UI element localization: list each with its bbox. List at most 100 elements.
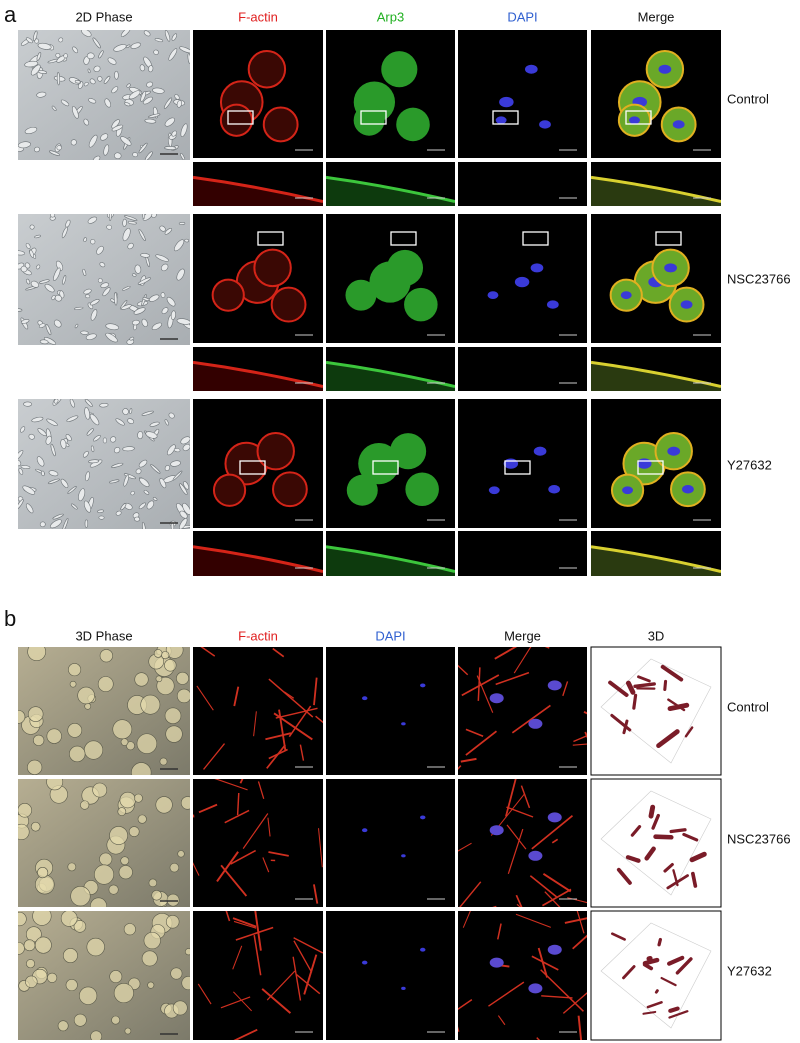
nucleus (548, 485, 561, 494)
cell (166, 296, 176, 307)
cell (109, 970, 123, 983)
cell (153, 649, 163, 658)
column-header: F-actin (238, 9, 278, 24)
fiber (267, 817, 271, 837)
fiber (477, 667, 481, 701)
fiber (266, 970, 296, 1001)
cell (37, 428, 47, 437)
cell (44, 283, 55, 293)
fiber (506, 806, 534, 818)
fiber (637, 675, 651, 683)
fiber (203, 743, 226, 770)
cell (130, 42, 141, 49)
fibers (193, 779, 323, 904)
cell (180, 796, 190, 810)
cell (151, 890, 162, 901)
fiber (299, 744, 305, 761)
fiber (315, 715, 323, 724)
fiber (656, 729, 680, 749)
cell (89, 299, 100, 306)
fiber (507, 828, 524, 874)
nucleus (664, 263, 677, 273)
cell (131, 273, 137, 277)
fluorescence-image (458, 162, 587, 206)
fiber (608, 680, 629, 697)
fiber (542, 872, 572, 893)
cell (124, 215, 138, 221)
cell (120, 503, 127, 511)
nucleus (489, 825, 504, 836)
fiber (497, 923, 502, 940)
3d-render (590, 910, 722, 1041)
cell (33, 30, 38, 42)
fiber (268, 851, 289, 857)
cell (174, 94, 180, 100)
roi-box (227, 110, 254, 125)
nucleus (499, 96, 514, 108)
cells (18, 779, 190, 907)
fluorescence-image (458, 779, 587, 907)
cell (25, 37, 33, 44)
cell (105, 323, 120, 331)
cell (27, 706, 44, 722)
cell (46, 728, 62, 744)
cell (145, 431, 158, 439)
cell (97, 278, 103, 283)
fluorescence-image (326, 911, 455, 1040)
cell (143, 30, 151, 37)
cell (120, 136, 132, 146)
fiber (682, 832, 699, 842)
cell (18, 941, 25, 955)
cell (128, 826, 140, 837)
cell (87, 68, 91, 74)
nucleus (488, 486, 500, 495)
cell (123, 474, 129, 487)
cell (212, 473, 247, 507)
cell (62, 275, 67, 285)
cell (28, 433, 35, 440)
cell (92, 782, 108, 798)
fiber (691, 871, 698, 888)
fluorescence-image (458, 30, 587, 158)
fiber (544, 891, 561, 907)
cell (18, 823, 30, 840)
cell (139, 64, 146, 72)
cell (180, 436, 190, 445)
fiber (254, 911, 262, 951)
fluorescence-image (458, 399, 587, 528)
cell (68, 663, 82, 677)
fiber (232, 991, 253, 1012)
cell (99, 262, 106, 268)
fiber (520, 785, 531, 809)
cell (124, 1027, 132, 1035)
cell (55, 52, 61, 58)
nucleus (489, 957, 504, 968)
render-box (600, 658, 712, 764)
signal (609, 248, 705, 323)
cell (396, 107, 430, 142)
cell (18, 468, 24, 475)
cell (110, 436, 117, 443)
fiber (272, 647, 285, 658)
cell (155, 675, 163, 683)
edge (193, 362, 323, 391)
cell (86, 52, 95, 60)
cell (100, 282, 110, 289)
cell (84, 399, 93, 407)
fiber (515, 913, 551, 928)
cell (69, 745, 86, 763)
fiber (275, 707, 318, 719)
nucleus (546, 300, 559, 309)
cell (51, 105, 57, 111)
fiber (458, 999, 473, 1011)
cell (154, 38, 164, 43)
cell (36, 456, 45, 467)
cell (50, 519, 62, 529)
fiber (265, 732, 292, 741)
column-header: Arp3 (377, 9, 404, 24)
cell (113, 982, 134, 1004)
cell (67, 862, 77, 872)
cell (182, 502, 190, 515)
cell (56, 145, 62, 151)
nucleus (495, 116, 507, 125)
